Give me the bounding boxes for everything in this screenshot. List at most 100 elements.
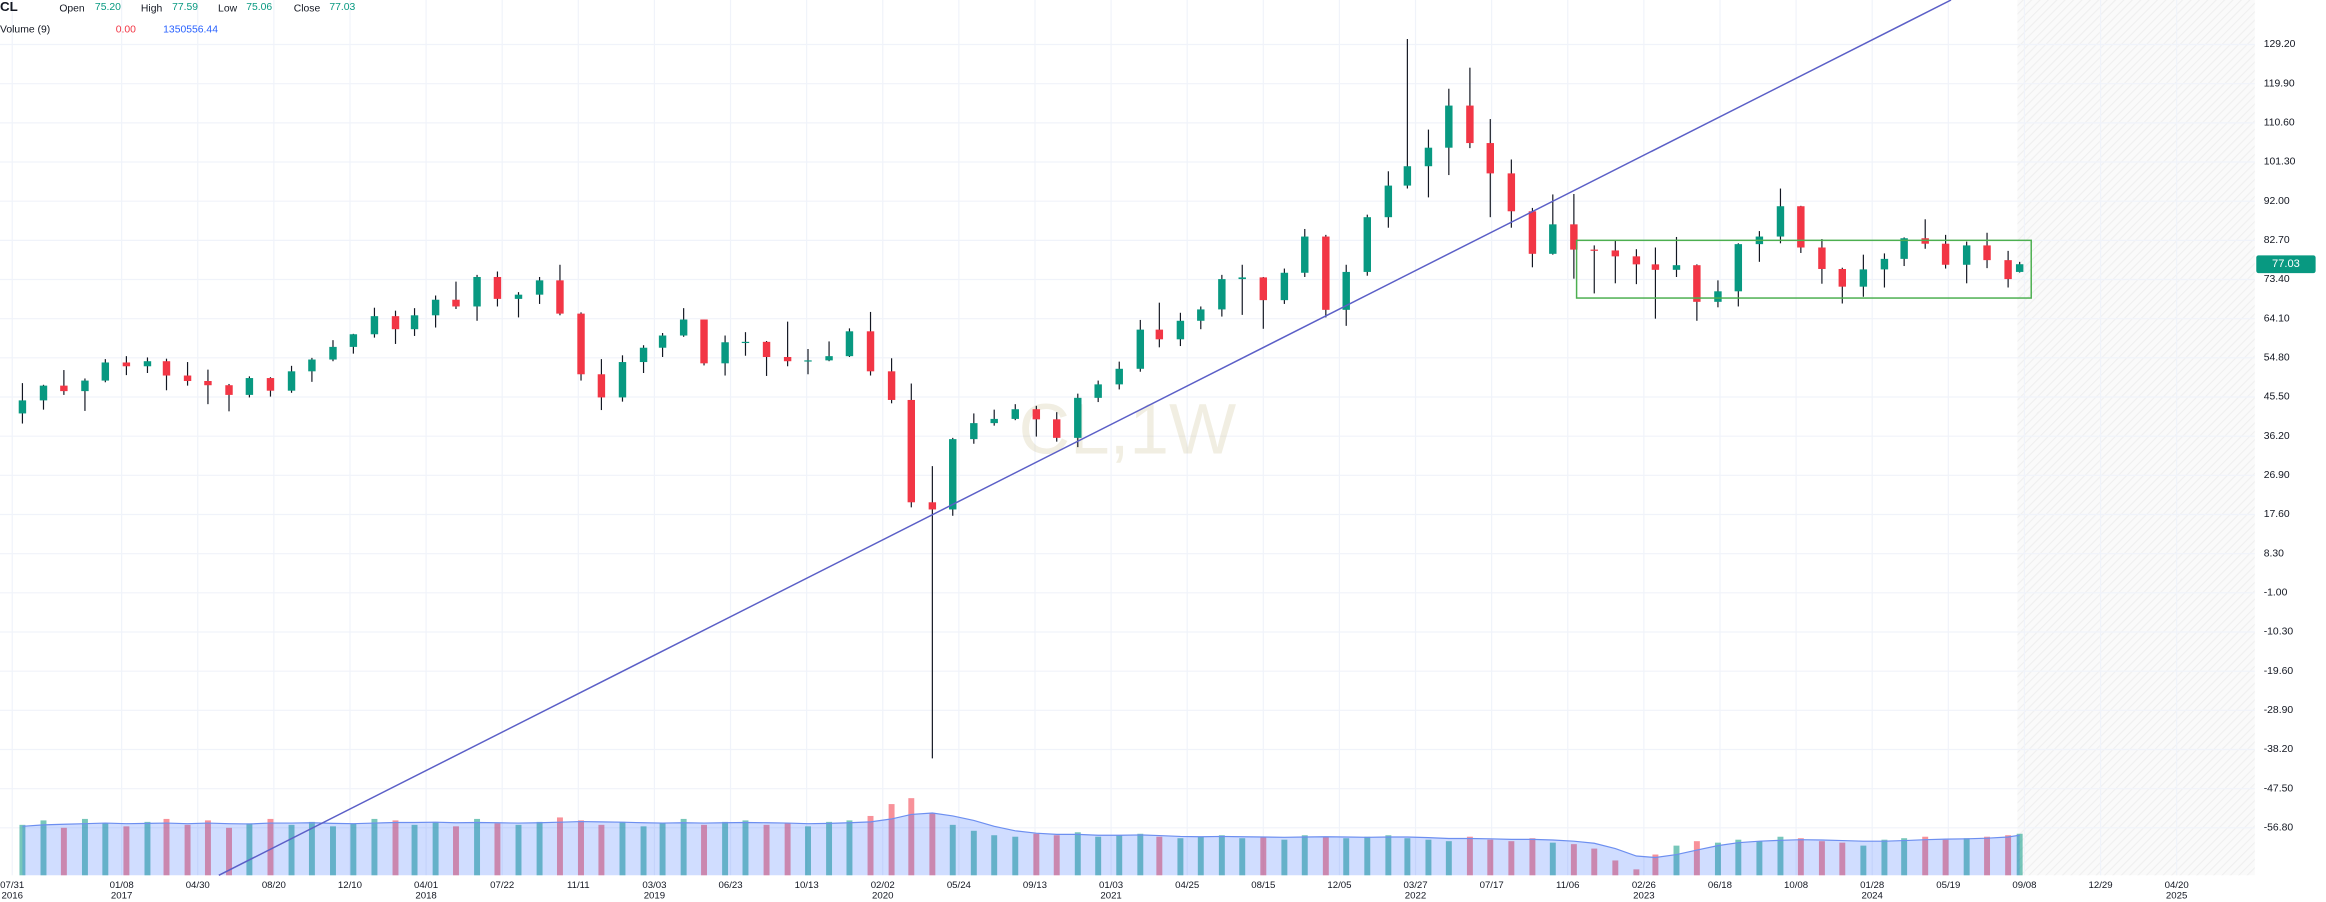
y-tick-label: 82.70	[2264, 235, 2290, 246]
candle-body	[1651, 264, 1660, 270]
volume-pane	[19, 798, 2023, 876]
x-year-label: 2016	[2, 891, 23, 902]
candle-body	[928, 502, 937, 510]
candle-body	[287, 371, 296, 391]
candle-body	[1053, 419, 1061, 438]
volume-bar	[494, 823, 501, 876]
x-tick-label: 04/30	[186, 880, 210, 891]
candle-body	[1280, 272, 1289, 301]
x-tick-label: 10/13	[795, 880, 819, 891]
candle-body	[1983, 245, 1991, 261]
candle-body	[143, 361, 152, 367]
volume-bar	[1693, 841, 1700, 876]
axes: 129.20 119.90 110.60 101.30 92.00 82.70 73.40 6…	[0, 39, 2316, 902]
volume-bar	[1633, 869, 1640, 876]
volume-bar	[1508, 841, 1515, 876]
candle-body	[183, 375, 192, 382]
candle-body	[866, 331, 875, 372]
y-tick-label: -19.60	[2264, 666, 2294, 677]
candle-body	[1115, 368, 1123, 385]
candle-body	[493, 276, 502, 299]
candle-body	[1797, 206, 1805, 248]
volume-bar	[102, 823, 109, 876]
x-year-label: 2022	[1405, 891, 1426, 902]
candle-body	[597, 374, 606, 398]
volume-bar	[970, 830, 977, 876]
candle-body	[245, 378, 254, 395]
volume-bar	[598, 824, 605, 876]
candle-body	[741, 341, 750, 344]
x-tick-label: 04/25	[1175, 880, 1199, 891]
candle-body	[1301, 236, 1309, 273]
candle-body	[783, 356, 792, 362]
candle-body	[1611, 250, 1620, 257]
volume-bar	[392, 820, 399, 876]
candle-body	[1528, 211, 1537, 254]
volume-bar	[1839, 842, 1846, 876]
watermark: CL,1W	[1019, 390, 1237, 469]
candle-body	[700, 319, 708, 364]
candle-body	[204, 381, 212, 386]
volume-bar	[1177, 838, 1184, 876]
candle-body	[990, 418, 998, 424]
x-year-label: 2025	[2166, 891, 2187, 902]
candle-body	[1466, 105, 1474, 144]
x-tick-label: 03/03	[642, 880, 666, 891]
candle-body	[825, 356, 833, 361]
legend-value: 77.03	[329, 2, 355, 13]
y-tick-label: 17.60	[2264, 509, 2290, 520]
x-tick-label: 01/08	[110, 880, 134, 891]
x-tick-label: 02/26	[1632, 880, 1656, 891]
x-tick-label: 01/03	[1099, 880, 1123, 891]
candle-body	[1672, 265, 1681, 270]
x-tick-label: 11/11	[567, 880, 590, 891]
candle-body	[452, 299, 460, 307]
candle-body	[1011, 409, 1019, 419]
candle-body	[1424, 147, 1433, 167]
volume-bar	[888, 804, 895, 876]
candle-body	[1941, 243, 1950, 265]
volume-bar	[1860, 845, 1867, 876]
x-tick-label: 09/13	[1023, 880, 1047, 891]
volume-bar	[1445, 841, 1452, 876]
volume-bar	[1012, 836, 1019, 876]
x-tick-label: 12/05	[1327, 880, 1351, 891]
volume-bar	[1756, 841, 1763, 876]
volume-bar	[371, 818, 378, 876]
volume-bar	[1549, 842, 1556, 876]
candle-body	[1693, 265, 1701, 302]
y-tick-label: 45.50	[2264, 392, 2290, 403]
volume-bar	[556, 817, 563, 876]
candle-body	[1094, 384, 1102, 398]
x-tick-label: 06/18	[1708, 880, 1732, 891]
y-tick-label: -10.30	[2264, 627, 2294, 638]
candle-body	[658, 335, 667, 348]
candle-body	[1900, 238, 1908, 259]
volume-bar	[1425, 839, 1432, 876]
candle-body	[639, 347, 648, 363]
candle-body	[1259, 277, 1268, 301]
x-year-label: 2023	[1633, 891, 1654, 902]
candle-body	[1859, 269, 1868, 287]
y-tick-label: -47.50	[2264, 783, 2294, 794]
volume-bar	[701, 824, 707, 876]
candle-body	[1880, 258, 1889, 270]
candle-body	[762, 341, 771, 357]
x-year-label: 2018	[415, 891, 436, 902]
volume-bar	[659, 823, 666, 876]
y-tick-label: 64.10	[2264, 313, 2290, 324]
x-tick-label: 08/20	[262, 880, 286, 891]
volume-bar	[60, 827, 67, 876]
symbol: CL	[0, 0, 18, 14]
x-year-label: 2024	[1861, 891, 1883, 902]
x-tick-label: 07/17	[1480, 880, 1504, 891]
candle-body	[949, 439, 957, 510]
volume-bar	[1942, 839, 1949, 876]
x-tick-label: 12/10	[338, 880, 362, 891]
volume-bar	[1881, 839, 1888, 876]
volume-bar	[1963, 838, 1970, 876]
x-tick-label: 04/20	[2165, 880, 2189, 891]
price-tag-label: 77.03	[2272, 258, 2300, 270]
y-tick-label: -28.90	[2264, 705, 2294, 716]
